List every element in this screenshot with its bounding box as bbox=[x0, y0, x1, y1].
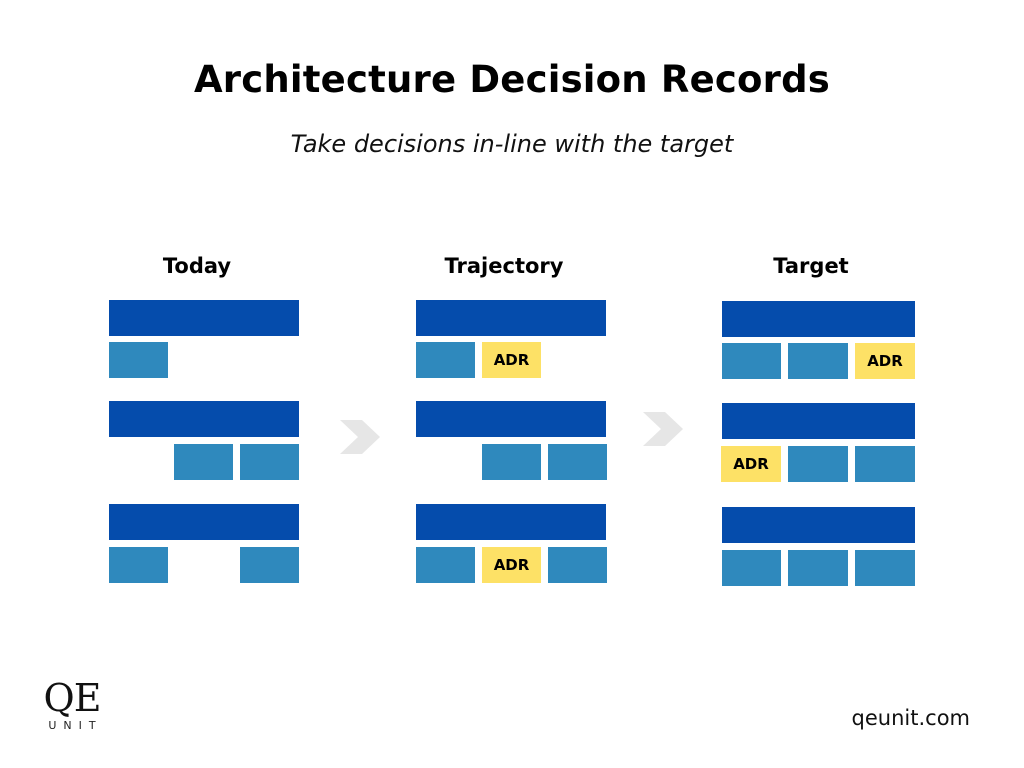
page-title: Architecture Decision Records bbox=[193, 58, 831, 101]
target-bar-1 bbox=[722, 301, 915, 337]
today-bar-3 bbox=[109, 504, 299, 540]
page-subtitle: Take decisions in-line with the target bbox=[290, 130, 734, 158]
target-block bbox=[788, 550, 848, 586]
trajectory-block bbox=[416, 547, 475, 583]
today-block bbox=[109, 547, 168, 583]
adr-badge: ADR bbox=[721, 446, 781, 482]
today-block bbox=[109, 342, 168, 378]
column-label-today: Today bbox=[162, 254, 232, 278]
qe-unit-logo: QE UNIT bbox=[40, 678, 104, 734]
today-block bbox=[240, 547, 299, 583]
column-label-target: Target bbox=[773, 254, 849, 278]
trajectory-block bbox=[548, 547, 607, 583]
today-block bbox=[174, 444, 233, 480]
trajectory-bar-1 bbox=[416, 300, 606, 336]
trajectory-block bbox=[482, 444, 541, 480]
trajectory-bar-2 bbox=[416, 401, 606, 437]
target-block bbox=[855, 550, 915, 586]
target-block bbox=[722, 550, 781, 586]
logo-main-text: QE bbox=[43, 676, 102, 720]
adr-badge: ADR bbox=[482, 547, 541, 583]
today-bar-2 bbox=[109, 401, 299, 437]
target-block bbox=[788, 343, 848, 379]
column-label-trajectory: Trajectory bbox=[444, 254, 564, 278]
target-block bbox=[788, 446, 848, 482]
trajectory-block bbox=[416, 342, 475, 378]
adr-badge: ADR bbox=[482, 342, 541, 378]
chevron-right-icon bbox=[643, 412, 683, 446]
target-bar-2 bbox=[722, 403, 915, 439]
logo-sub-text: UNIT bbox=[48, 719, 103, 732]
adr-badge: ADR bbox=[855, 343, 915, 379]
trajectory-bar-3 bbox=[416, 504, 606, 540]
today-bar-1 bbox=[109, 300, 299, 336]
chevron-right-icon bbox=[340, 420, 380, 454]
target-block bbox=[722, 343, 781, 379]
target-block bbox=[855, 446, 915, 482]
footer-url: qeunit.com bbox=[851, 706, 970, 730]
today-block bbox=[240, 444, 299, 480]
target-bar-3 bbox=[722, 507, 915, 543]
trajectory-block bbox=[548, 444, 607, 480]
